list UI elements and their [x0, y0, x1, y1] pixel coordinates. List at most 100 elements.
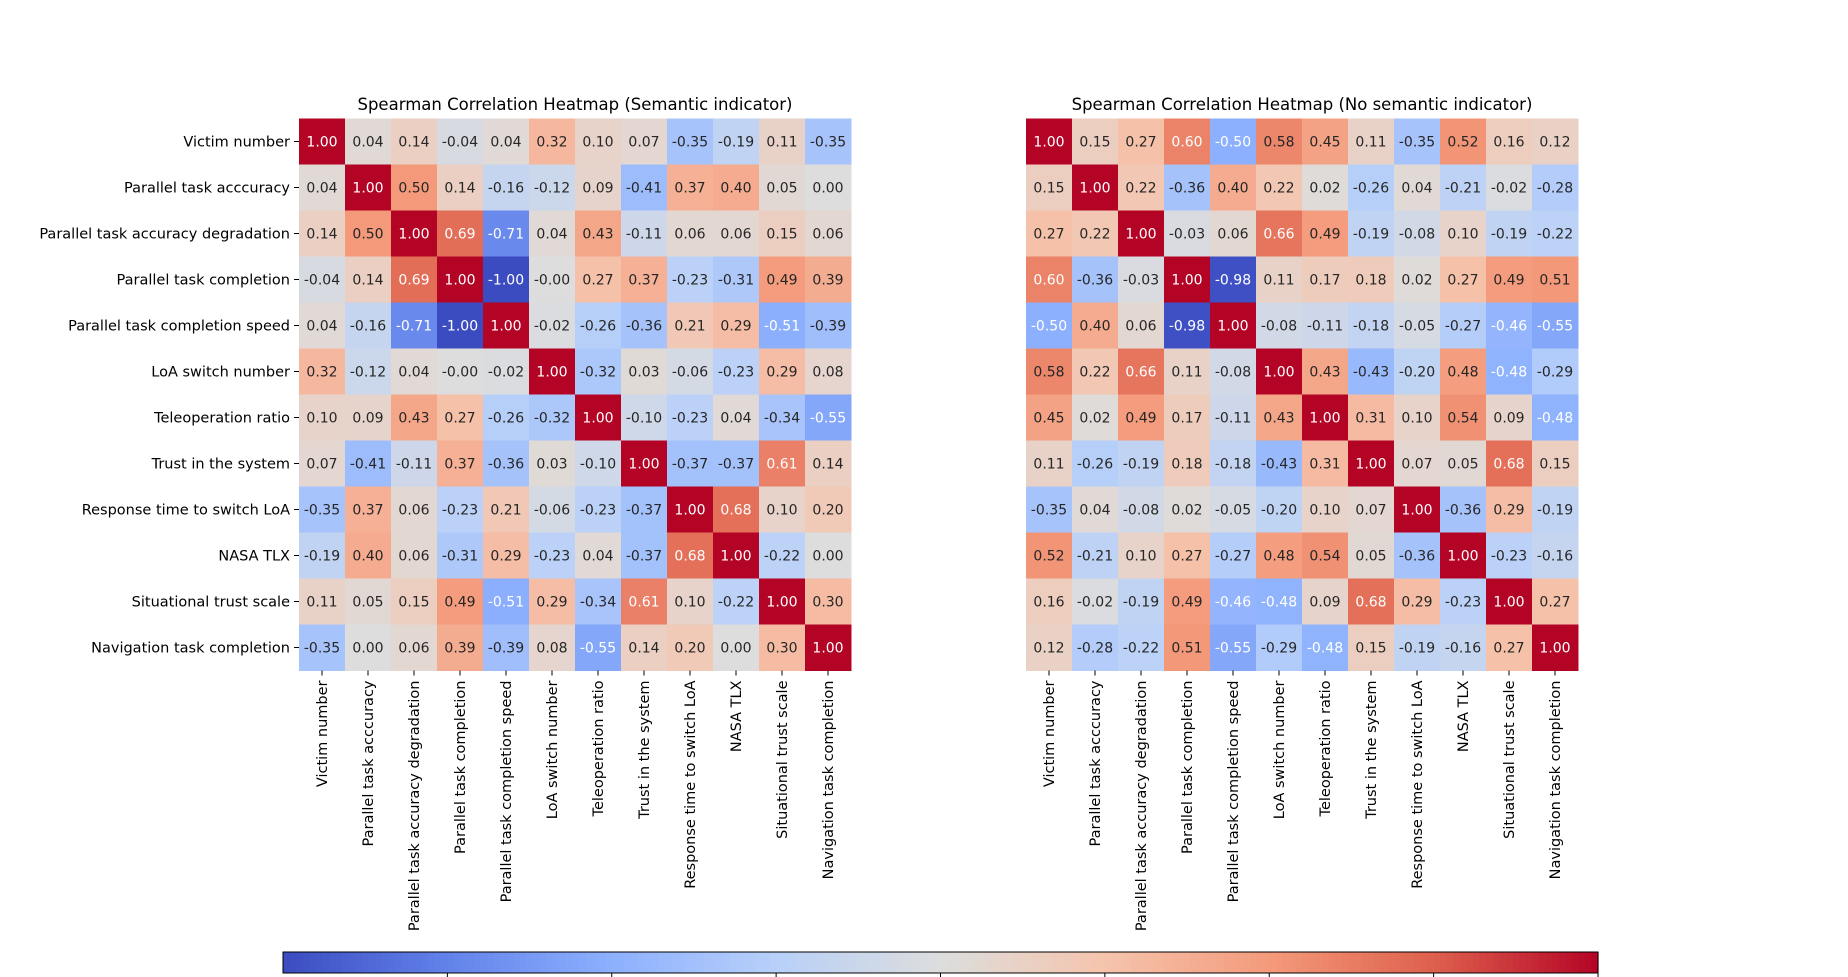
heatmap-cell [1302, 348, 1349, 395]
heatmap-cell [1072, 164, 1119, 211]
colorbar-segment [375, 952, 383, 973]
y-tick-label: Parallel task acccuracy [124, 181, 290, 197]
heatmap-cell [1164, 256, 1211, 303]
colorbar-segment [1551, 952, 1560, 973]
cell-value-label: 0.11 [1171, 365, 1202, 381]
cell-value-label: -0.55 [580, 641, 616, 657]
colorbar-segment [809, 952, 817, 973]
cell-value-label: 0.06 [1217, 227, 1248, 243]
colorbar-segment [394, 952, 402, 973]
colorbar-segment [795, 952, 804, 973]
cell-value-label: 0.00 [720, 641, 751, 657]
colorbar-segment [486, 952, 494, 973]
cell-value-label: 0.11 [1355, 135, 1386, 151]
heatmap-cell [1118, 440, 1165, 487]
cell-value-label: -0.11 [1215, 411, 1251, 427]
heatmap-cell [1026, 164, 1073, 211]
colorbar-segment [1499, 952, 1507, 973]
heatmap-cell [713, 302, 760, 349]
cell-value-label: -0.35 [304, 503, 340, 519]
y-tick-label: Parallel task completion [117, 273, 290, 289]
heatmap-cell [759, 486, 806, 533]
heatmap-cell [1348, 624, 1395, 671]
cell-value-label: -1.00 [488, 273, 524, 289]
colorbar-segment [467, 952, 475, 973]
cell-value-label: 1.00 [628, 457, 659, 473]
cell-value-label: -0.36 [488, 457, 524, 473]
colorbar-segment [1210, 952, 1218, 973]
heatmap-cell [1486, 532, 1533, 579]
colorbar-segment [480, 952, 488, 973]
colorbar-segment [664, 952, 672, 973]
heatmap-cell [437, 578, 484, 625]
colorbar-segment [940, 952, 948, 973]
cell-value-label: -0.02 [1491, 181, 1527, 197]
colorbar-segment [1131, 952, 1139, 973]
heatmap-cell [437, 302, 484, 349]
cell-value-label: 0.32 [536, 135, 567, 151]
cell-value-label: -0.31 [442, 549, 478, 565]
cell-value-label: 0.29 [536, 595, 567, 611]
colorbar-segment [1275, 952, 1283, 973]
heatmap-cell [1532, 532, 1579, 579]
heatmap-cell [391, 624, 438, 671]
colorbar-segment [499, 952, 508, 973]
heatmap-cell [1118, 624, 1165, 671]
cell-value-label: -0.37 [626, 549, 662, 565]
cell-value-label: 0.32 [306, 365, 337, 381]
cell-value-label: 0.68 [674, 549, 705, 565]
colorbar-segment [1282, 952, 1290, 973]
colorbar-segment [730, 952, 738, 973]
cell-value-label: 0.00 [812, 181, 843, 197]
heatmap-cell [529, 624, 576, 671]
cell-value-label: 0.02 [1171, 503, 1202, 519]
heatmap-cell [1210, 624, 1257, 671]
colorbar-segment [368, 952, 376, 973]
colorbar-segment [802, 952, 810, 973]
colorbar-segment [1512, 952, 1520, 973]
colorbar-segment [979, 952, 988, 973]
x-tick-label: Situational trust scale [775, 680, 791, 838]
colorbar-segment [335, 952, 343, 973]
cell-value-label: -0.12 [534, 181, 570, 197]
colorbar-segment [1400, 952, 1408, 973]
cell-value-label: -0.41 [626, 181, 662, 197]
cell-value-label: 0.11 [1033, 457, 1064, 473]
cell-value-label: 0.08 [812, 365, 843, 381]
cell-value-label: 0.02 [1079, 411, 1110, 427]
colorbar-segment [592, 952, 600, 973]
cell-value-label: -0.35 [1399, 135, 1435, 151]
colorbar-segment [447, 952, 455, 973]
colorbar-segment [868, 952, 876, 973]
heatmap-cell [1302, 440, 1349, 487]
cell-value-label: 0.11 [1263, 273, 1294, 289]
heatmap-cell [1532, 256, 1579, 303]
colorbar-segment [703, 952, 711, 973]
colorbar-segment [986, 952, 994, 973]
heatmap-cell [483, 118, 530, 165]
heatmap-cell [391, 164, 438, 211]
heatmap-cell [1532, 348, 1579, 395]
heatmap-cell [483, 394, 530, 441]
colorbar-segment [1118, 952, 1126, 973]
heatmap-cell [299, 532, 346, 579]
cell-value-label: 0.66 [1263, 227, 1294, 243]
heatmap-cell [1440, 256, 1487, 303]
cell-value-label: 0.37 [352, 503, 383, 519]
heatmap-cell [759, 302, 806, 349]
cell-value-label: 0.48 [1447, 365, 1478, 381]
colorbar-segment [1413, 952, 1422, 973]
cell-value-label: -0.08 [1215, 365, 1251, 381]
colorbar-segment [1328, 952, 1336, 973]
cell-value-label: 0.60 [1033, 273, 1064, 289]
colorbar-segment [861, 952, 869, 973]
cell-value-label: 0.27 [1447, 273, 1478, 289]
heatmap-cell [621, 624, 668, 671]
heatmap-cell [759, 624, 806, 671]
colorbar-segment [315, 952, 324, 973]
cell-value-label: -0.37 [626, 503, 662, 519]
colorbar-segment [559, 952, 567, 973]
heatmap-cell [1486, 302, 1533, 349]
heatmap-cell [575, 578, 622, 625]
heatmap-cell [575, 210, 622, 257]
